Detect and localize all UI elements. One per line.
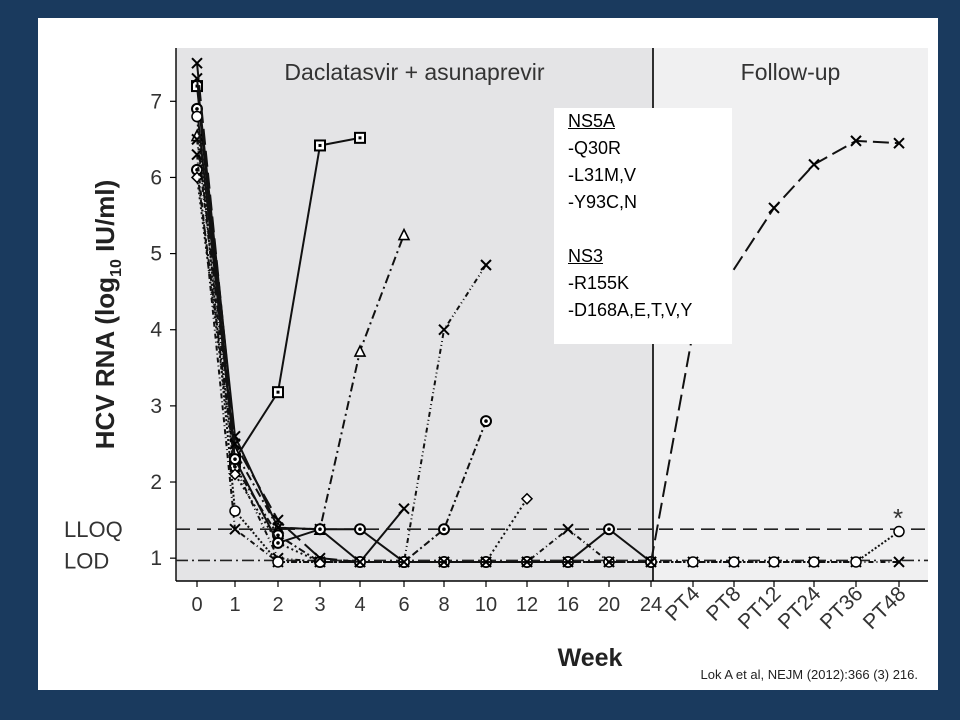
x-tick-label: PT48	[859, 582, 911, 634]
citation: Lok A et al, NEJM (2012):366 (3) 216.	[700, 667, 918, 682]
ns3-item: -R155K	[568, 273, 630, 293]
data-point-center	[318, 527, 322, 532]
data-point	[480, 556, 492, 568]
data-point-center	[484, 419, 488, 423]
slide-panel: Daclatasvir + asunaprevir Follow-up 1 2 3 4 5 6…	[38, 18, 938, 690]
x-tick-label: 16	[557, 594, 579, 616]
data-point	[850, 135, 862, 147]
data-point-center	[442, 527, 446, 532]
data-point	[353, 344, 367, 357]
x-tick-label: 10	[475, 594, 497, 616]
phase-label-treatment: Daclatasvir + asunaprevir	[284, 59, 544, 85]
data-point	[314, 552, 326, 564]
ns5a-item: -Y93C,N	[568, 192, 638, 212]
data-point	[229, 438, 241, 450]
y-tick-label: 5	[150, 243, 162, 266]
data-point	[398, 556, 410, 568]
x-tick-label: PT24	[774, 582, 826, 634]
y-tick-label: 6	[150, 166, 162, 189]
x-tick-label: 3	[314, 594, 325, 616]
ns5a-item: -L31M,V	[568, 165, 637, 185]
ns5a-item: -Q30R	[568, 138, 622, 158]
data-point	[354, 556, 366, 568]
x-axis-title: Week	[558, 644, 623, 672]
data-point	[808, 556, 820, 568]
data-point	[520, 492, 534, 505]
hcv-rna-chart: Daclatasvir + asunaprevir Follow-up123456…	[64, 48, 928, 672]
data-point-center	[358, 527, 362, 532]
data-point	[480, 259, 492, 271]
data-point	[687, 556, 699, 568]
x-tick-label: 4	[354, 594, 365, 616]
ns5a-header: NS5A	[568, 111, 616, 131]
data-point-center	[233, 457, 237, 461]
asterisk-annotation: *	[893, 503, 903, 533]
data-point	[521, 556, 533, 568]
data-point	[808, 158, 820, 171]
data-point	[438, 324, 450, 336]
data-point	[272, 514, 284, 526]
data-point-center	[276, 541, 280, 545]
data-point	[645, 556, 657, 568]
data-point-center	[607, 527, 611, 532]
y-axis-title: HCV RNA (log10 IU/ml)	[90, 180, 125, 450]
data-point	[728, 556, 740, 568]
data-point	[229, 505, 241, 517]
data-point-center	[195, 107, 199, 111]
data-point	[768, 202, 780, 214]
y-tick-label: 4	[150, 319, 162, 342]
data-point-center	[358, 136, 362, 140]
x-tick-label: 6	[398, 594, 409, 616]
data-point	[438, 556, 450, 568]
data-point	[768, 556, 780, 568]
data-point	[191, 57, 203, 69]
data-point	[562, 556, 574, 568]
y-tick-label: 1	[150, 547, 162, 570]
data-point	[398, 502, 410, 515]
data-point-center	[318, 143, 322, 147]
data-point	[850, 556, 862, 568]
data-point	[191, 72, 203, 85]
x-tick-label: 12	[516, 594, 538, 616]
x-tick-label: PT12	[734, 582, 786, 634]
data-point	[397, 227, 411, 241]
data-point	[229, 523, 241, 535]
data-point	[603, 556, 615, 568]
phase-label-followup: Follow-up	[741, 59, 841, 85]
x-tick-label: 2	[272, 594, 283, 616]
x-tick-label: PT4	[661, 582, 705, 626]
x-tick-label: 1	[229, 594, 240, 616]
data-point	[893, 556, 905, 568]
x-tick-label: 0	[191, 594, 202, 616]
data-point-center	[276, 390, 280, 394]
y-tick-label: 2	[150, 471, 162, 494]
data-point	[562, 523, 574, 535]
y-tick-label: 7	[150, 90, 162, 113]
data-point-center	[276, 533, 280, 538]
x-tick-label: 8	[438, 594, 449, 616]
series-10	[191, 57, 905, 568]
resistance-callout: NS5A -Q30R -L31M,V -Y93C,N NS3 -R155K -D…	[554, 108, 732, 344]
data-point	[272, 556, 284, 568]
data-point	[893, 137, 905, 149]
ns3-header: NS3	[568, 246, 604, 266]
ref-label-lod: LOD	[64, 548, 109, 573]
x-tick-label: PT36	[816, 582, 868, 634]
y-tick-label: 3	[150, 395, 162, 418]
ns3-item: -D168A,E,T,V,Y	[568, 300, 693, 320]
data-point	[191, 110, 203, 123]
x-tick-label: 20	[598, 594, 620, 616]
x-tick-label: 24	[640, 594, 662, 616]
ref-label-lloq: LLOQ	[64, 517, 123, 542]
data-point	[893, 525, 905, 538]
